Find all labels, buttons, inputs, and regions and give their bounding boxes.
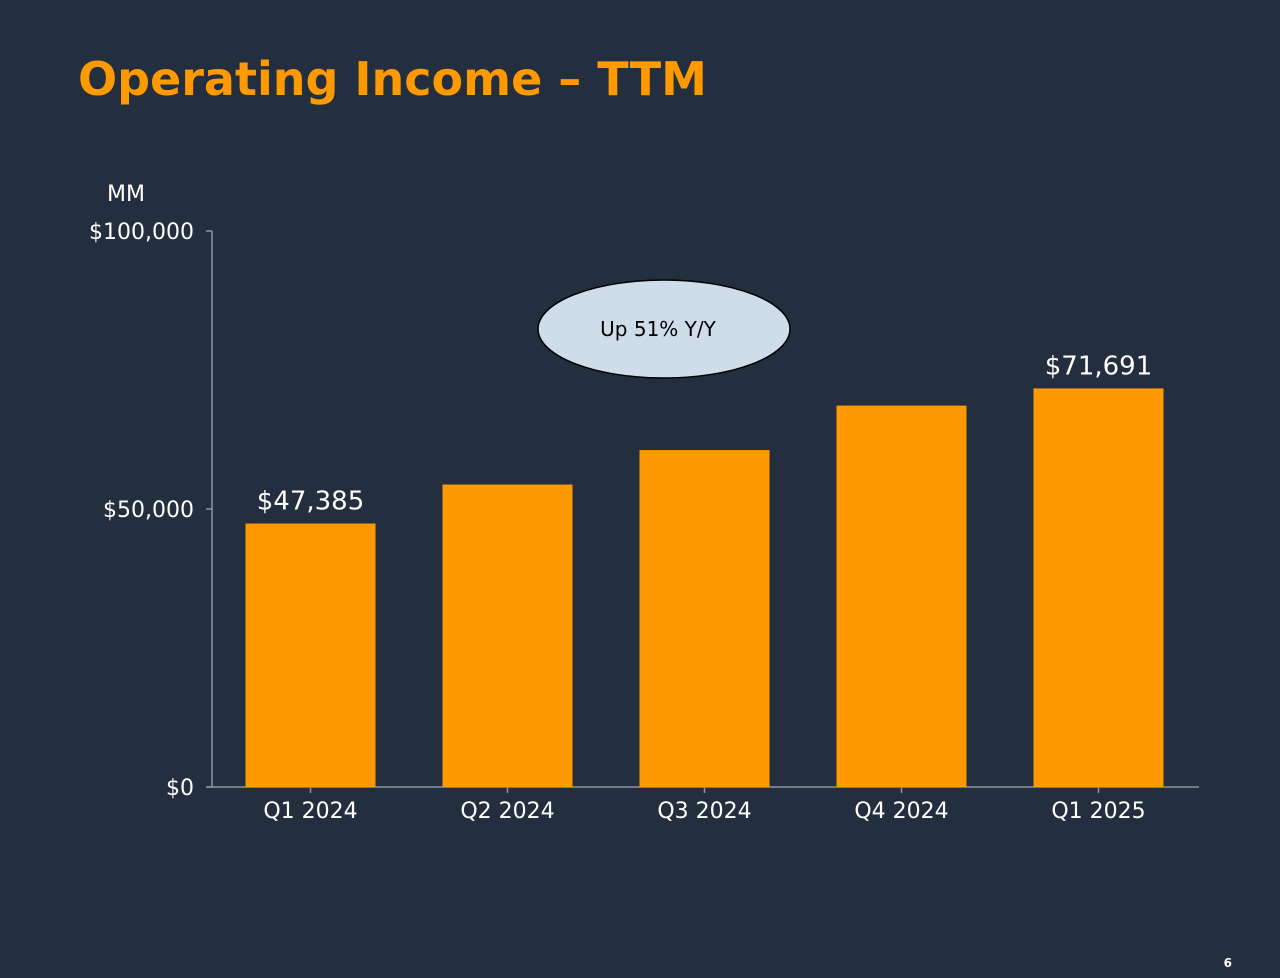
callout-text: Up 51% Y/Y (600, 317, 716, 341)
y-tick-label: $50,000 (103, 498, 194, 523)
callout-ellipse (537, 279, 791, 379)
bar (245, 523, 376, 787)
x-tick-label: Q2 2024 (460, 799, 554, 824)
bar (836, 405, 967, 787)
x-tick-label: Q3 2024 (657, 799, 751, 824)
bar-data-label: $47,385 (257, 487, 365, 517)
growth-callout: Up 51% Y/Y (537, 279, 791, 379)
y-axis-unit-label: MM (107, 182, 145, 207)
x-tick-label: Q1 2025 (1051, 799, 1145, 824)
chart-labels: $0 $50,000 $100,000 Q1 2024 $47,385 Q2 2024 Q3… (89, 220, 1152, 824)
bar-data-label: $71,691 (1045, 351, 1153, 381)
slide-title: Operating Income – TTM (78, 52, 707, 106)
x-tick-label: Q4 2024 (854, 799, 948, 824)
bar (442, 484, 573, 787)
y-tick-label: $0 (166, 776, 194, 801)
chart-bars (245, 388, 1164, 787)
x-tick-label: Q1 2024 (263, 799, 357, 824)
page-number: 6 (1223, 956, 1232, 970)
bar (639, 450, 770, 787)
y-tick-label: $100,000 (89, 220, 194, 245)
bar (1033, 388, 1164, 787)
